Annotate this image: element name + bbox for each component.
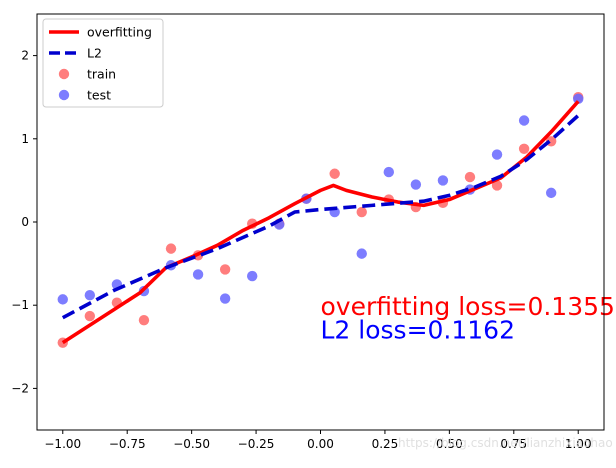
train-point-11	[356, 206, 367, 218]
watermark-text: https://blog.csdn.net/lianzhixiaohao	[398, 436, 613, 450]
legend-test-swatch	[58, 89, 70, 101]
x-tick-label-8: 1.00	[565, 437, 592, 451]
train-point-15	[464, 171, 476, 183]
test-point-7	[247, 270, 258, 282]
train-point-6	[219, 264, 231, 275]
test-point-6	[219, 293, 231, 304]
test-point-17	[518, 115, 530, 126]
test-point-18	[545, 187, 557, 199]
x-tick-label-1: −0.75	[109, 437, 146, 451]
y-tick-label-3: 1	[21, 132, 29, 146]
train-point-3	[138, 314, 150, 326]
train-point-10	[329, 168, 340, 179]
train-point-1	[84, 310, 96, 322]
test-point-19	[573, 93, 584, 105]
test-point-14	[437, 175, 449, 186]
overfitting-line	[61, 100, 580, 345]
legend-box	[42, 18, 164, 108]
test-point-0	[57, 294, 68, 305]
test-point-16	[491, 149, 503, 160]
x-tick-label-2: −0.50	[173, 437, 210, 451]
x-tick-label-7: 0.75	[500, 437, 527, 451]
y-tick-label-1: −1	[11, 298, 29, 312]
x-tick-label-0: −1.00	[44, 437, 81, 451]
x-tick-label-5: 0.25	[372, 437, 399, 451]
legend-train-label: train	[87, 67, 116, 82]
test-point-5	[192, 269, 204, 280]
test-point-1	[84, 290, 96, 301]
test-point-11	[356, 248, 367, 259]
annotation-0: overfitting loss=0.1355	[321, 292, 615, 321]
legend-overfitting-label: overfitting	[87, 25, 152, 40]
train-point-4	[165, 243, 177, 254]
test-point-12	[383, 166, 394, 178]
y-tick-label-2: 0	[21, 215, 29, 229]
train-point-16	[491, 180, 503, 191]
x-tick-label-6: 0.50	[436, 437, 463, 451]
test-point-13	[410, 179, 422, 190]
y-tick-label-0: −2	[11, 381, 29, 395]
x-tick-label-3: −0.25	[238, 437, 275, 451]
annotation-1: L2 loss=0.1162	[321, 315, 516, 344]
legend-train-swatch	[58, 68, 70, 80]
y-tick-label-4: 2	[21, 49, 29, 63]
legend-test-label: test	[87, 88, 111, 103]
L2-line	[61, 114, 580, 320]
legend-L2-label: L2	[87, 46, 102, 61]
x-tick-label-4: 0.00	[307, 437, 334, 451]
train-point-17	[518, 143, 530, 154]
